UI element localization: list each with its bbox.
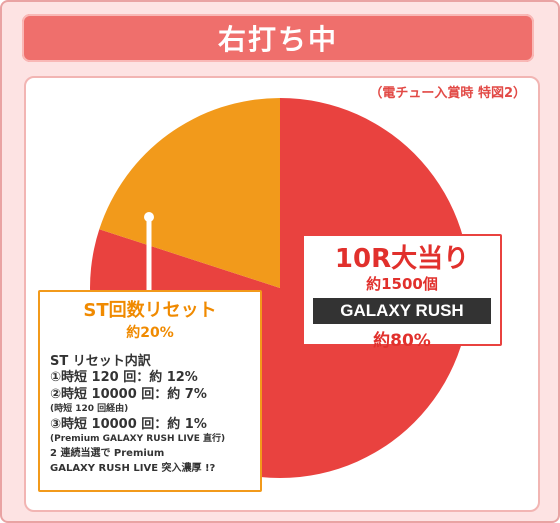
slice-st-reset bbox=[99, 98, 281, 288]
st-row-3: ③時短 10000 回：約 1% bbox=[50, 417, 207, 432]
st-reset-callout: ST回数リセット 約20% ST リセット内訳 ①時短 120 回：約 12% … bbox=[38, 290, 262, 492]
jackpot-title: 10R大当り bbox=[334, 244, 470, 274]
st-foot-2: GALAXY RUSH LIVE 突入濃厚 !? bbox=[50, 463, 216, 474]
galaxy-rush-badge: GALAXY RUSH bbox=[313, 298, 491, 324]
st-row-1: ①時短 120 回：約 12% bbox=[50, 370, 198, 385]
st-row-3-sub: (Premium GALAXY RUSH LIVE 直行) bbox=[50, 434, 226, 444]
st-row-2-sub: (時短 120 回経由) bbox=[50, 404, 129, 414]
st-row-2: ②時短 10000 回：約 7% bbox=[50, 387, 207, 402]
condition-note: （電チュー入賞時 特図2） bbox=[369, 86, 526, 101]
jackpot-percent: 約80% bbox=[373, 331, 431, 351]
st-foot-1: 2 連続当選で Premium bbox=[50, 448, 165, 459]
page-title: 右打ち中 bbox=[217, 23, 338, 56]
st-percent: 約20% bbox=[126, 325, 174, 341]
jackpot-callout: 10R大当り 約1500個 GALAXY RUSH 約80% bbox=[302, 234, 502, 351]
st-breakdown: ST リセット内訳 ①時短 120 回：約 12% ②時短 10000 回：約 … bbox=[50, 350, 260, 476]
st-title: ST回数リセット bbox=[83, 300, 217, 321]
st-breakdown-title: ST リセット内訳 bbox=[50, 354, 151, 369]
header-banner: 右打ち中 bbox=[22, 14, 534, 62]
st-leader-dot bbox=[144, 212, 154, 222]
jackpot-balls: 約1500個 bbox=[366, 275, 438, 293]
